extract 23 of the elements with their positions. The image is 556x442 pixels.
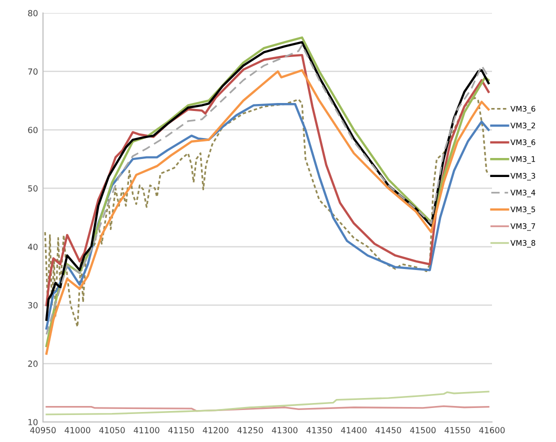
x-tick-label: 41100 xyxy=(134,427,160,434)
y-tick-label: 10 xyxy=(28,418,38,426)
x-tick-label: 41450 xyxy=(376,427,402,434)
x-tick-label: 41500 xyxy=(410,427,436,434)
y-tick-label: 70 xyxy=(28,68,38,75)
x-tick-label: 41600 xyxy=(479,427,505,434)
x-tick-label: 40950 xyxy=(30,427,56,434)
x-tick-label: 41150 xyxy=(168,427,194,434)
line-series xyxy=(46,390,490,416)
x-tick-label: 41000 xyxy=(64,427,90,434)
y-tick-label: 50 xyxy=(28,185,38,192)
x-tick-label: 41250 xyxy=(237,427,263,434)
x-tick-label: 41550 xyxy=(444,427,470,434)
y-tick-label: 30 xyxy=(28,302,38,308)
y-tick-label: 60 xyxy=(28,126,38,134)
x-tick-label: 41400 xyxy=(341,427,367,434)
y-tick-label: 80 xyxy=(28,10,38,16)
x-tick-label: 41050 xyxy=(99,427,125,434)
y-tick-label: 40 xyxy=(28,244,38,250)
x-tick-label: 41350 xyxy=(306,427,332,434)
x-tick-label: 41200 xyxy=(202,427,228,434)
y-tick-label: 20 xyxy=(28,360,38,367)
x-tick-label: 41300 xyxy=(272,427,298,434)
